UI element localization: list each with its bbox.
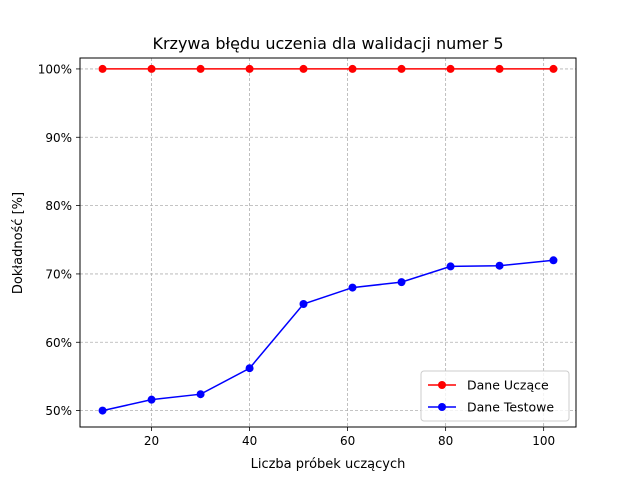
y-axis: 50% 60% 70% 80% 90% 100% (38, 62, 80, 418)
legend-box (420, 370, 570, 422)
x-tick-label: 40 (242, 434, 257, 448)
series-layer (98, 64, 558, 415)
data-point (299, 300, 308, 308)
data-point (245, 64, 254, 73)
data-point (397, 278, 406, 287)
x-tick-label: 20 (144, 434, 159, 448)
y-axis-label: Dokładność [%] (11, 192, 26, 294)
x-axis: 20 40 60 80 100 (144, 427, 555, 448)
chart-title: Krzywa błędu uczenia dla walidacji numer… (152, 34, 503, 53)
x-tick-label: 100 (532, 434, 555, 448)
data-point (549, 64, 558, 73)
x-tick-label: 80 (438, 434, 453, 448)
data-point (98, 406, 107, 415)
series-line-1 (102, 259, 554, 412)
data-point (98, 64, 107, 73)
data-point (397, 64, 406, 73)
legend-label-test: Dane Testowe (467, 400, 554, 415)
plot-frame (79, 57, 577, 428)
data-point (196, 390, 205, 399)
legend-label-train: Dane Uczące (467, 378, 549, 393)
y-tick-label: 100% (38, 62, 72, 76)
data-point (495, 261, 504, 270)
data-point (147, 64, 156, 73)
legend-marker-test (438, 403, 446, 411)
y-tick-label: 50% (45, 404, 72, 418)
data-point (299, 64, 308, 73)
data-point (147, 395, 156, 404)
data-point (446, 262, 455, 271)
y-tick-label: 70% (45, 267, 72, 281)
data-point (348, 283, 357, 292)
x-tick-label: 60 (340, 434, 355, 448)
data-point (549, 256, 558, 265)
y-tick-label: 80% (45, 199, 72, 213)
data-point (446, 64, 455, 73)
data-point (245, 364, 254, 373)
legend-marker-train (438, 381, 446, 389)
data-point (196, 64, 205, 73)
data-point (495, 64, 504, 73)
data-point (348, 64, 357, 73)
y-tick-label: 60% (45, 336, 72, 350)
legend: Dane Uczące Dane Testowe (420, 370, 570, 422)
y-tick-label: 90% (45, 131, 72, 145)
x-axis-label: Liczba próbek uczących (251, 457, 406, 472)
